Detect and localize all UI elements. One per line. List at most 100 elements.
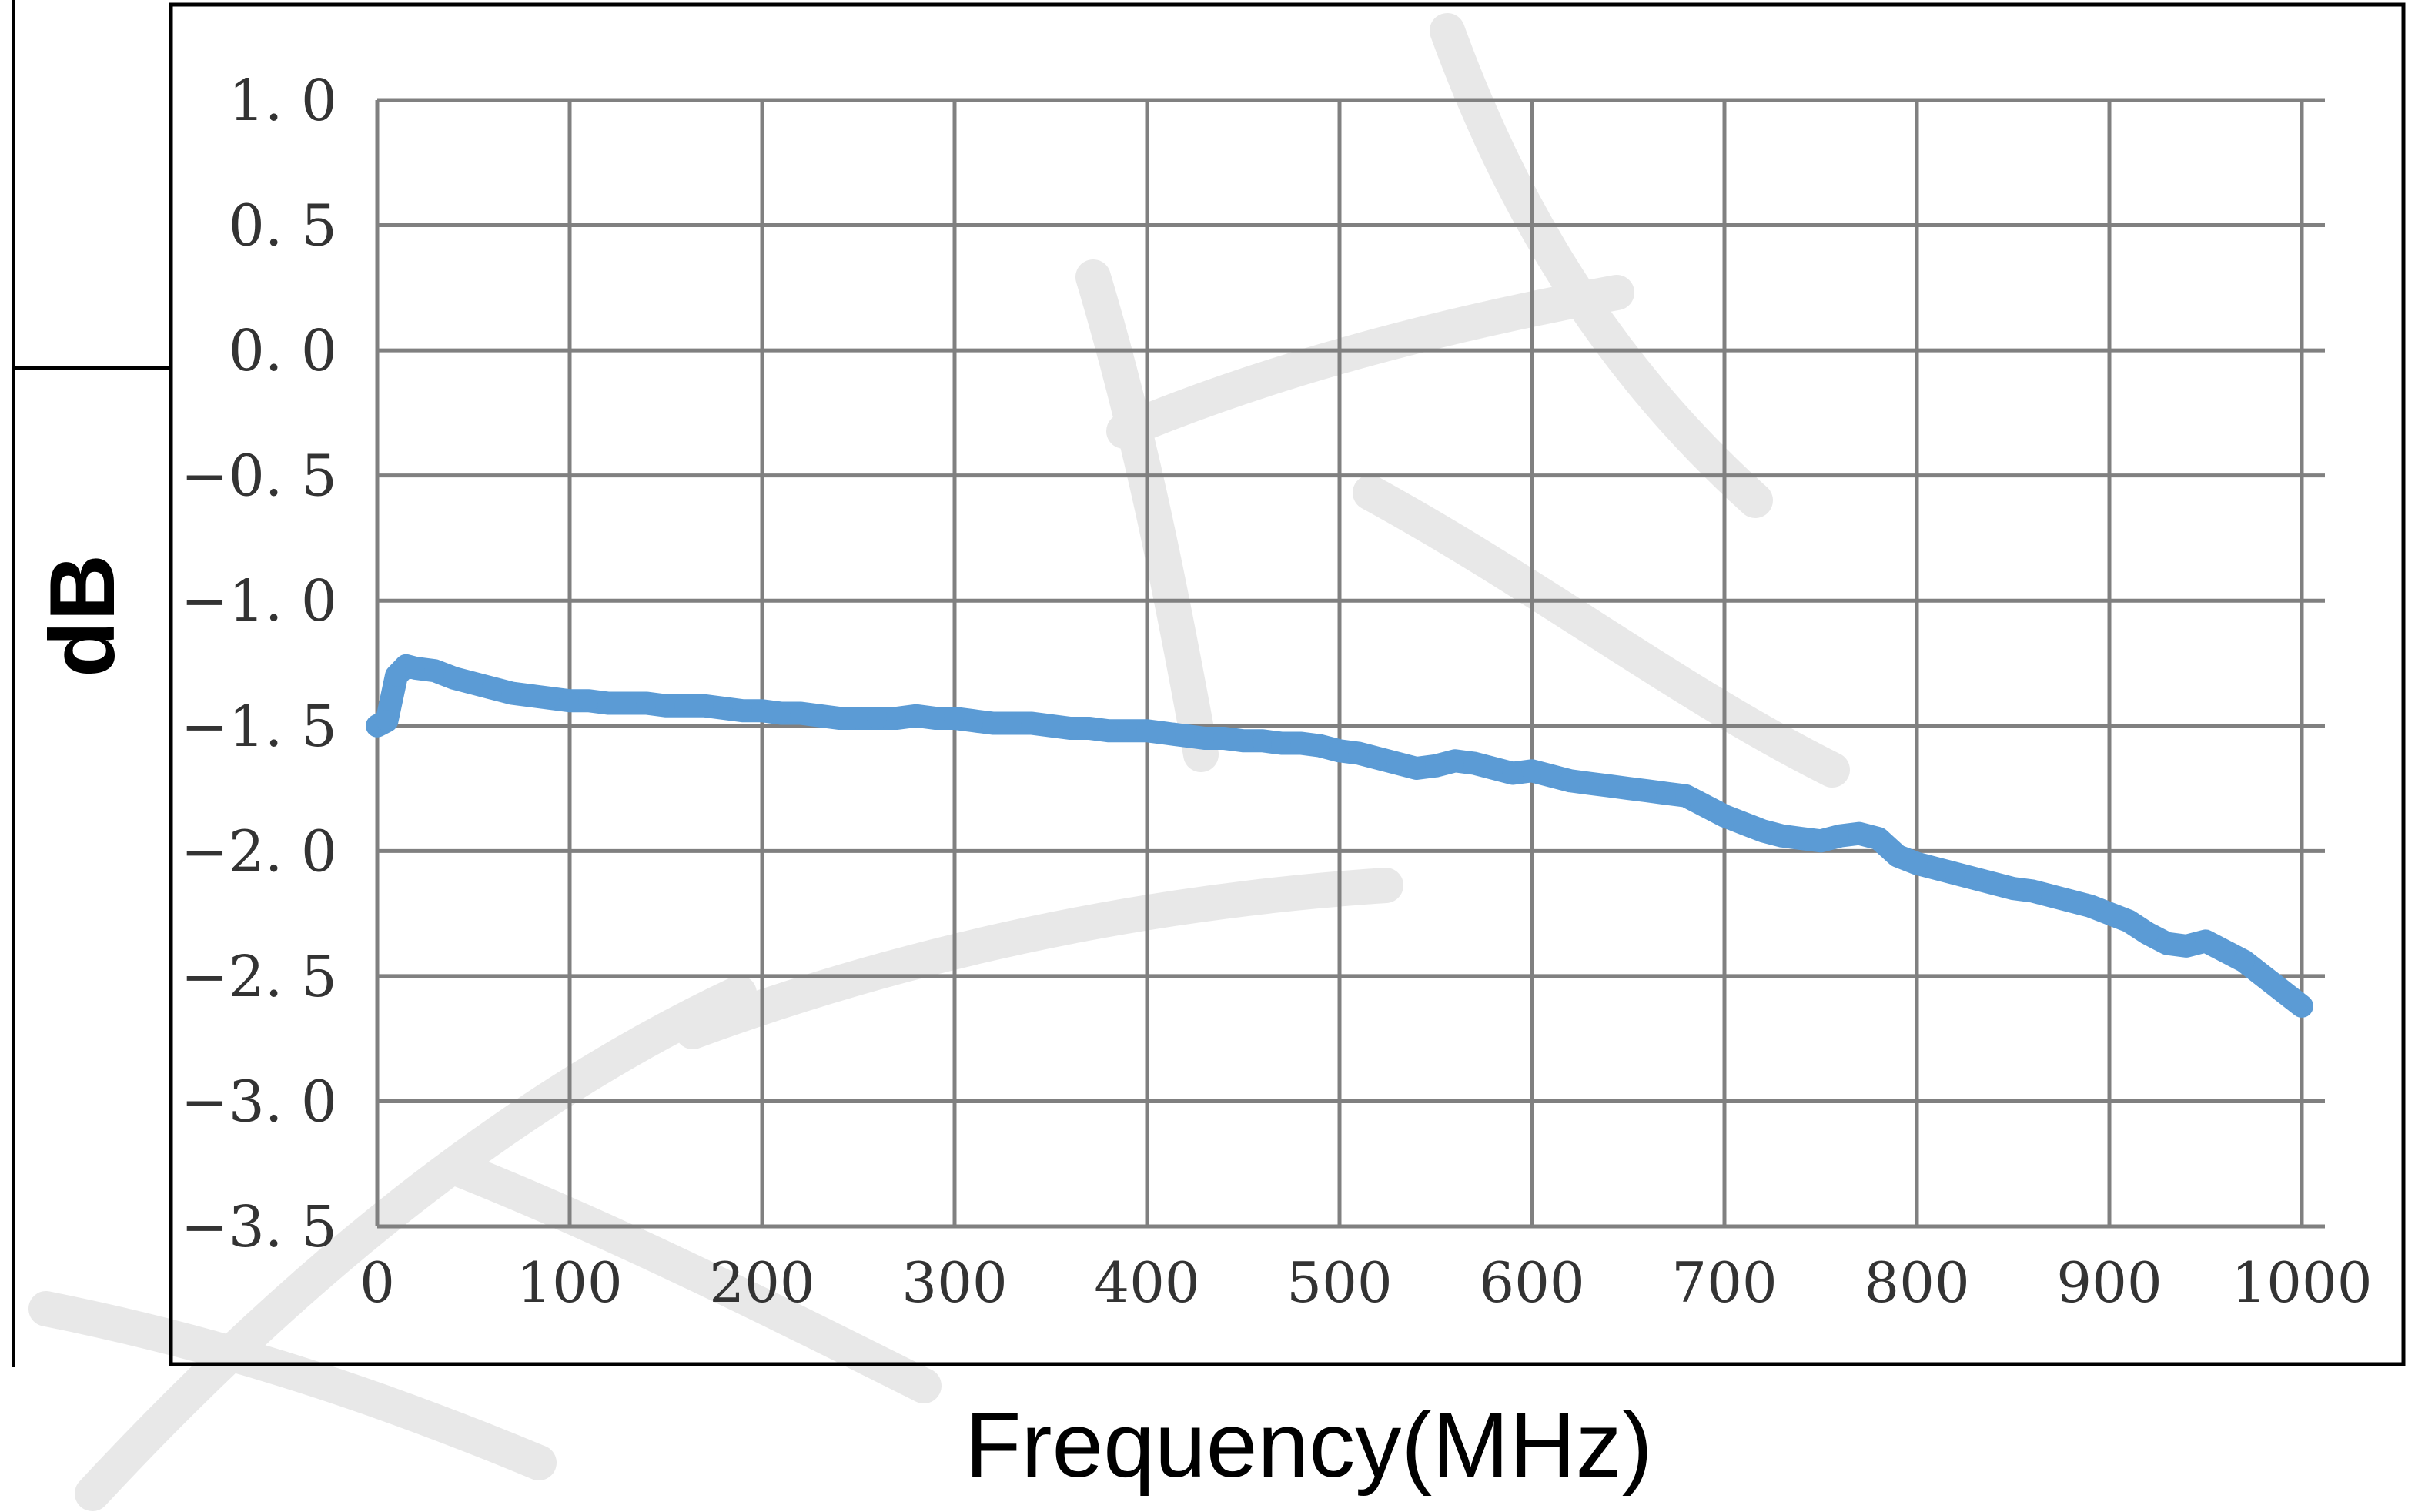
y-tick-label: −3. 5 xyxy=(181,1194,337,1260)
data-point xyxy=(655,694,677,717)
data-point xyxy=(1964,868,1985,890)
data-point xyxy=(443,667,465,690)
y-tick-label: −2. 5 xyxy=(181,944,337,1010)
data-point xyxy=(1733,812,1754,835)
data-point xyxy=(376,710,398,732)
data-point xyxy=(1386,752,1408,774)
watermark-stroke xyxy=(75,975,757,1511)
data-point xyxy=(1098,720,1119,742)
data-point xyxy=(1136,720,1158,742)
data-point xyxy=(809,704,831,727)
data-point xyxy=(463,672,484,694)
data-point xyxy=(2099,902,2120,925)
data-point xyxy=(1425,754,1447,777)
data-point xyxy=(1309,734,1331,757)
data-point xyxy=(2176,935,2197,957)
data-point xyxy=(2022,880,2043,902)
data-point xyxy=(501,682,523,704)
data-point xyxy=(1002,712,1023,734)
watermark-stroke xyxy=(444,1152,942,1403)
data-point xyxy=(1271,732,1293,754)
data-point xyxy=(1040,714,1062,737)
data-point xyxy=(694,694,715,717)
y-tick-label: 0. 0 xyxy=(229,318,337,384)
data-point xyxy=(771,702,792,724)
y-tick-label: 1. 0 xyxy=(229,68,337,134)
data-point xyxy=(2002,878,2024,900)
data-point xyxy=(1079,718,1100,740)
data-point xyxy=(1406,758,1427,780)
data-point xyxy=(944,707,965,730)
data-point xyxy=(1348,742,1370,764)
data-point xyxy=(1925,858,1947,880)
x-tick-label: 800 xyxy=(1864,1250,1969,1315)
data-point xyxy=(1463,752,1485,774)
data-point xyxy=(1444,750,1466,772)
x-tick-label: 0 xyxy=(360,1250,395,1315)
data-point xyxy=(828,707,850,730)
data-point xyxy=(886,707,908,730)
data-point xyxy=(751,700,773,722)
data-point xyxy=(2291,995,2313,1017)
data-point xyxy=(1829,825,1851,847)
data-point xyxy=(1521,760,1543,782)
x-tick-label: 300 xyxy=(901,1250,1007,1315)
data-point xyxy=(1810,830,1831,852)
watermark xyxy=(28,13,1850,1511)
data-point xyxy=(1868,828,1889,850)
data-point xyxy=(963,710,985,732)
x-tick-label: 1000 xyxy=(2231,1250,2372,1315)
x-tick-label: 900 xyxy=(2056,1250,2162,1315)
data-point xyxy=(1213,728,1235,750)
data-point xyxy=(1598,774,1620,797)
data-point xyxy=(925,707,946,730)
x-tick-label: 200 xyxy=(709,1250,814,1315)
data-point xyxy=(2214,940,2236,962)
data-point xyxy=(674,694,696,717)
data-point xyxy=(2041,885,2062,907)
data-point xyxy=(1156,722,1177,744)
data-point xyxy=(617,692,638,714)
series-layer xyxy=(366,654,2313,1018)
watermark-stroke xyxy=(1430,13,1773,518)
data-point xyxy=(1117,720,1139,742)
y-tick-label: −2. 0 xyxy=(181,818,337,885)
data-point xyxy=(867,707,888,730)
data-point xyxy=(2137,922,2159,945)
data-point xyxy=(2195,930,2216,952)
y-tick-label: −1. 0 xyxy=(181,568,337,634)
x-tick-labels: 0 100 200 300 400 500 600 700 800 900 1000 xyxy=(360,1250,2373,1315)
watermark-stroke xyxy=(1075,259,1219,772)
data-point xyxy=(2233,950,2255,972)
data-point xyxy=(1579,772,1600,794)
watermark-stroke xyxy=(28,1291,557,1480)
data-point xyxy=(1021,712,1042,734)
data-point xyxy=(1175,724,1196,747)
data-point xyxy=(1194,728,1216,750)
x-tick-label: 500 xyxy=(1286,1250,1392,1315)
data-point xyxy=(1560,770,1581,792)
data-point xyxy=(1675,784,1697,807)
data-point xyxy=(848,707,869,730)
data-point xyxy=(1656,782,1677,805)
data-point xyxy=(540,687,561,710)
left-panel-edge xyxy=(12,0,169,1367)
data-point xyxy=(713,697,734,720)
data-point xyxy=(2118,910,2139,932)
watermark-stroke xyxy=(1353,475,1850,788)
data-point xyxy=(2060,890,2082,912)
data-point xyxy=(1233,730,1254,752)
data-point xyxy=(1945,862,1966,885)
data-point xyxy=(1714,805,1735,827)
x-tick-label: 700 xyxy=(1671,1250,1777,1315)
data-point xyxy=(1617,778,1639,800)
y-tick-labels: 1. 0 0. 5 0. 0 −0. 5 −1. 0 −1. 5 −2. 0 −2. 5 −3.… xyxy=(181,68,337,1260)
data-point xyxy=(1848,822,1870,845)
x-axis-title: Frequency(MHz) xyxy=(965,1393,1653,1497)
data-point xyxy=(1059,718,1081,740)
data-point xyxy=(636,692,657,714)
grid xyxy=(375,98,2325,1229)
data-point xyxy=(1483,758,1504,780)
x-tick-label: 600 xyxy=(1479,1250,1584,1315)
